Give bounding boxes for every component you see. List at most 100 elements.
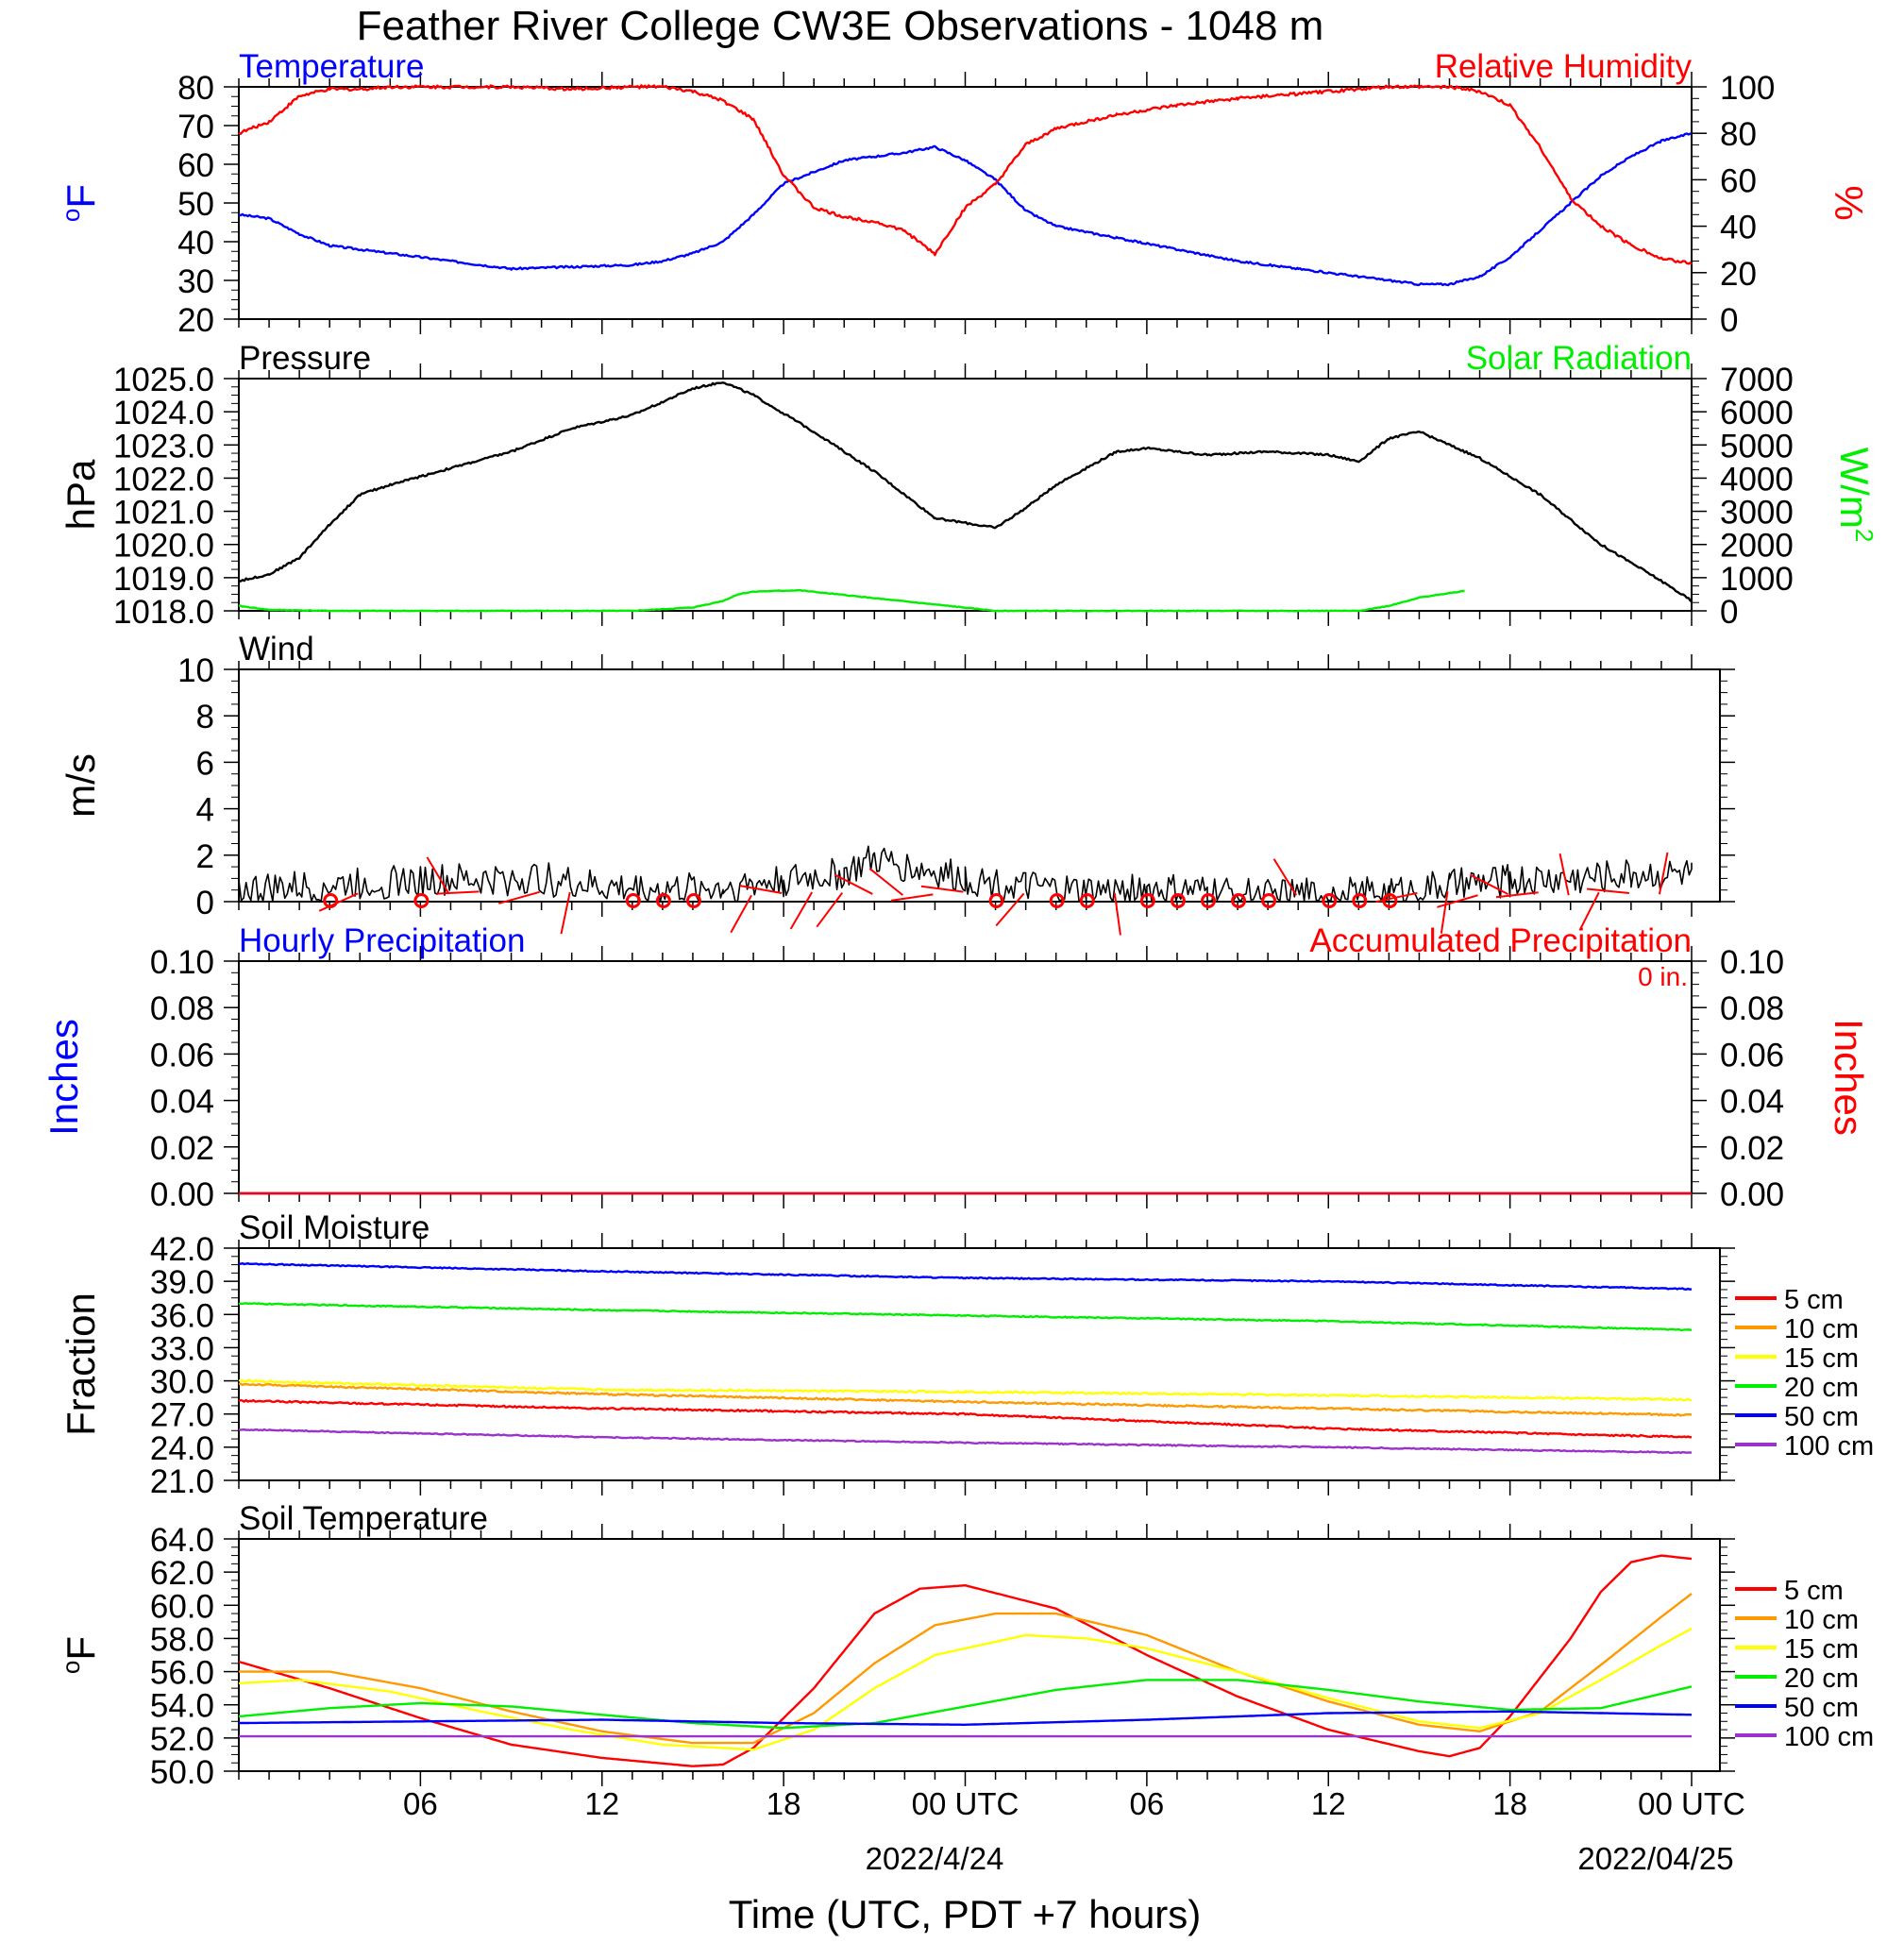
y-tick-right: 6000 — [1720, 395, 1794, 431]
y-tick-left: 0.02 — [150, 1130, 214, 1167]
series-line-20-cm — [238, 1302, 1693, 1332]
calm-wind-circle — [1261, 893, 1277, 908]
series-line-100-cm — [238, 1428, 1693, 1455]
x-tick-label: 00 UTC — [1638, 1786, 1745, 1821]
y-tick-left: 1019.0 — [113, 561, 214, 598]
y-tick-right: 0.08 — [1720, 990, 1784, 1027]
x-tick-label: 00 UTC — [912, 1786, 1019, 1821]
plot-frame — [238, 960, 1693, 1194]
wind-barb — [1578, 891, 1600, 931]
y-tick-right: 40 — [1720, 210, 1757, 246]
y-tick-left: 0.10 — [150, 944, 214, 981]
wind-barb — [1587, 887, 1629, 895]
y-tick-right: 0 — [1720, 302, 1738, 339]
series-line-50-cm — [238, 1261, 1693, 1291]
panel-5: 42.039.036.033.030.027.024.021.0 Soil Moi… — [59, 1209, 1874, 1500]
y-tick-left: 10 — [177, 652, 214, 689]
y-axis-label-left: Fraction — [59, 1293, 103, 1436]
calm-wind-circle — [1139, 893, 1155, 908]
calm-wind-circle — [1352, 893, 1368, 908]
wind-barb — [498, 890, 540, 904]
wind-barb — [789, 891, 814, 930]
y-tick-right: 0.10 — [1720, 944, 1784, 981]
panel-title-right: Solar Radiation — [1466, 340, 1692, 377]
y-tick-left: 42.0 — [150, 1231, 214, 1268]
y-tick-left: 58.0 — [150, 1621, 214, 1658]
panel-title-right: Relative Humidity — [1435, 48, 1693, 85]
x-date-label-2: 2022/04/25 — [1577, 1841, 1733, 1876]
y-tick-left: 52.0 — [150, 1721, 214, 1758]
y-tick-left: 0.08 — [150, 990, 214, 1027]
panel-title-left: Soil Temperature — [239, 1500, 488, 1537]
calm-wind-circle — [1322, 893, 1338, 908]
panel-title-right: Accumulated Precipitation — [1309, 922, 1692, 959]
y-tick-left: 0 — [196, 885, 214, 921]
legend-label: 10 cm — [1784, 1605, 1859, 1635]
legend-label: 100 cm — [1784, 1431, 1874, 1461]
y-tick-right: 80 — [1720, 116, 1757, 153]
y-tick-left: 1025.0 — [113, 362, 214, 398]
calm-wind-circle — [1079, 893, 1095, 908]
calm-wind-circle — [655, 893, 671, 908]
y-tick-right: 7000 — [1720, 362, 1794, 398]
wind-barb — [730, 894, 752, 934]
y-tick-right: 100 — [1720, 70, 1775, 107]
y-tick-right: 1000 — [1720, 561, 1794, 598]
y-tick-left: 21.0 — [150, 1463, 214, 1500]
calm-wind-circle — [1382, 893, 1398, 908]
y-tick-left: 56.0 — [150, 1655, 214, 1692]
y-tick-left: 1018.0 — [113, 594, 214, 631]
y-tick-left: 0.04 — [150, 1084, 214, 1121]
y-tick-left: 60 — [177, 147, 214, 184]
series-line-15-cm — [238, 1627, 1693, 1751]
calm-wind-circle — [1201, 893, 1216, 908]
x-tick-label: 12 — [584, 1786, 619, 1821]
wind-barb — [1470, 873, 1509, 895]
y-tick-left: 30.0 — [150, 1364, 214, 1401]
wind-barb — [920, 885, 964, 893]
y-tick-left: 1020.0 — [113, 528, 214, 565]
y-tick-left: 0.00 — [150, 1176, 214, 1213]
panel-title-left: Wind — [239, 631, 314, 667]
y-tick-left: 33.0 — [150, 1330, 214, 1367]
panel-3: 10 8 6 4 2 0 Wind m/s — [59, 631, 1735, 936]
x-tick-label: 06 — [1130, 1786, 1165, 1821]
legend-label: 10 cm — [1784, 1314, 1859, 1344]
y-tick-left: 27.0 — [150, 1397, 214, 1434]
y-axis-label-left: hPa — [59, 459, 103, 530]
y-tick-left: 64.0 — [150, 1522, 214, 1559]
x-axis-label: Time (UTC, PDT +7 hours) — [729, 1892, 1202, 1936]
panel-4: 0.10 0.08 0.06 0.04 0.02 0.00 0.10 0.08 0.06 0.04… — [42, 922, 1871, 1213]
wind-barb — [560, 891, 571, 935]
legend-label: 15 cm — [1784, 1343, 1859, 1374]
y-tick-right: 60 — [1720, 162, 1757, 199]
y-tick-right: 3000 — [1720, 495, 1794, 532]
wind-barb — [890, 893, 934, 902]
y-tick-left: 30 — [177, 263, 214, 300]
x-tick-label: 06 — [403, 1786, 438, 1821]
series-line-5-cm — [238, 1554, 1693, 1767]
series-line-pressure — [238, 381, 1693, 602]
chart-title: Feather River College CW3E Observations … — [357, 3, 1324, 49]
calm-wind-circle — [323, 893, 339, 908]
x-date-label-1: 2022/4/24 — [866, 1841, 1004, 1876]
wind-barb — [739, 885, 783, 894]
y-tick-left: 20 — [177, 302, 214, 339]
y-tick-left: 1024.0 — [113, 395, 214, 431]
y-tick-left: 80 — [177, 70, 214, 107]
series-line-50-cm — [239, 1710, 1693, 1726]
wind-barb — [868, 868, 904, 896]
y-tick-right: 2000 — [1720, 528, 1794, 565]
series-line-15-cm — [238, 1378, 1693, 1402]
wind-barb — [426, 856, 450, 895]
wind-barb — [1437, 894, 1478, 908]
y-tick-right: 5000 — [1720, 428, 1794, 465]
y-tick-left: 50.0 — [150, 1754, 214, 1791]
wind-barb — [816, 892, 844, 928]
series-line-wind — [238, 845, 1693, 903]
calm-wind-circle — [413, 893, 430, 908]
series-line-10-cm — [238, 1382, 1693, 1417]
panel-2: 1025.01024.01023.01022.01021.01020.01019… — [59, 340, 1879, 631]
y-axis-label-left: Inches — [42, 1019, 86, 1136]
x-tick-label: 18 — [767, 1786, 801, 1821]
